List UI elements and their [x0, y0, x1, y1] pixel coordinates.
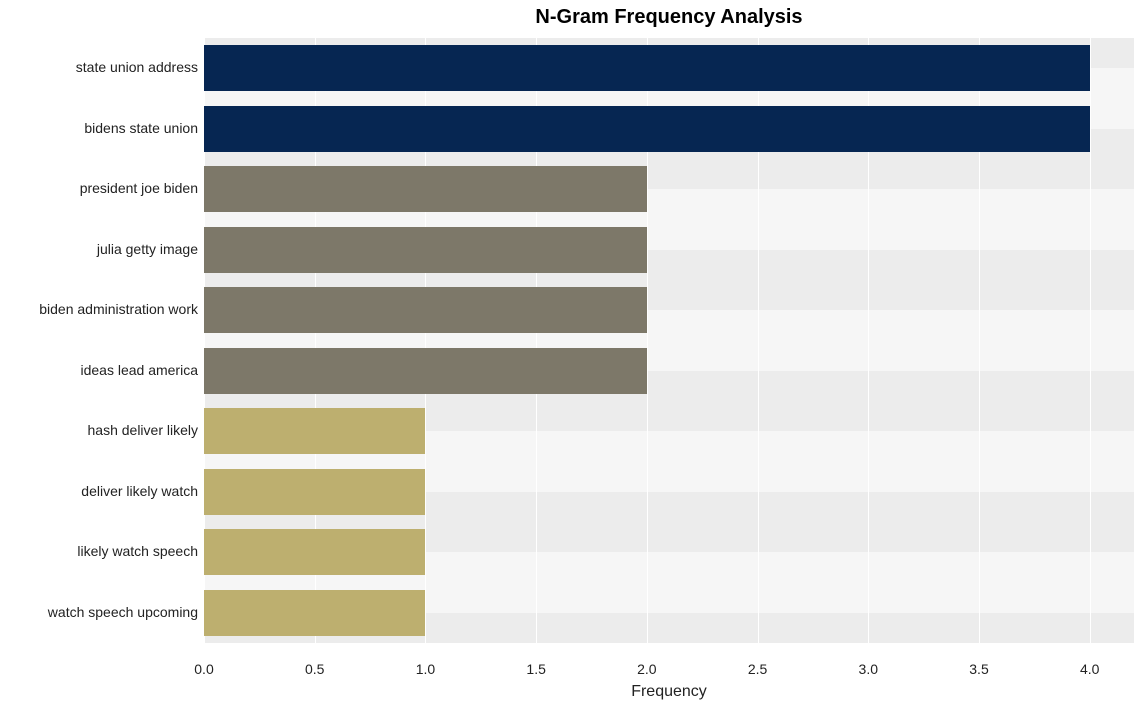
x-tick-label: 3.0: [859, 661, 878, 677]
x-axis-label: Frequency: [204, 683, 1134, 701]
y-tick-label: president joe biden: [0, 180, 204, 196]
bar: [204, 469, 425, 515]
x-tick-label: 0.5: [305, 661, 324, 677]
chart-title: N-Gram Frequency Analysis: [204, 6, 1134, 29]
plot-area: [204, 38, 1134, 643]
y-tick-label: watch speech upcoming: [0, 604, 204, 620]
grid-line: [1090, 38, 1091, 643]
y-tick-label: deliver likely watch: [0, 483, 204, 499]
bar: [204, 529, 425, 575]
y-tick-label: biden administration work: [0, 301, 204, 317]
bar: [204, 166, 647, 212]
bar: [204, 227, 647, 273]
bar: [204, 408, 425, 454]
x-tick-label: 2.5: [748, 661, 767, 677]
bar: [204, 106, 1090, 152]
y-tick-label: hash deliver likely: [0, 422, 204, 438]
x-tick-label: 1.0: [416, 661, 435, 677]
x-tick-label: 0.0: [194, 661, 213, 677]
x-tick-label: 1.5: [526, 661, 545, 677]
y-tick-label: state union address: [0, 59, 204, 75]
x-tick-label: 2.0: [637, 661, 656, 677]
x-tick-label: 4.0: [1080, 661, 1099, 677]
y-tick-label: likely watch speech: [0, 543, 204, 559]
y-tick-label: bidens state union: [0, 120, 204, 136]
bar: [204, 45, 1090, 91]
bar: [204, 287, 647, 333]
bar: [204, 590, 425, 636]
x-tick-label: 3.5: [969, 661, 988, 677]
y-tick-label: ideas lead america: [0, 362, 204, 378]
y-tick-label: julia getty image: [0, 241, 204, 257]
bar: [204, 348, 647, 394]
ngram-chart: N-Gram Frequency Analysis Frequency stat…: [0, 0, 1144, 701]
